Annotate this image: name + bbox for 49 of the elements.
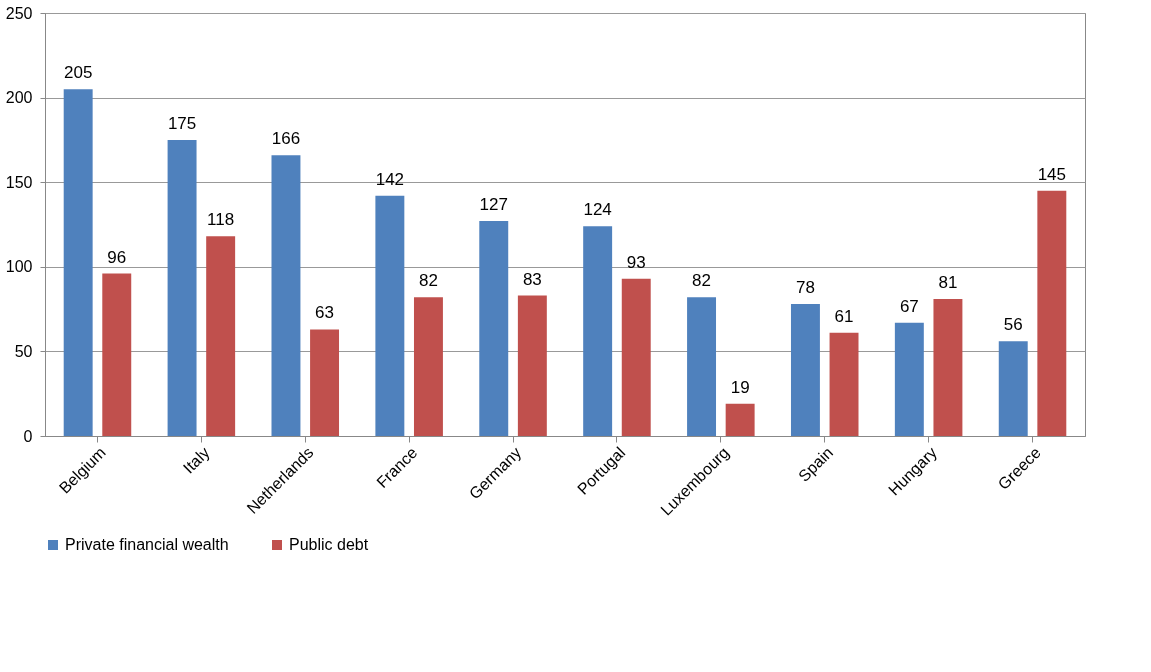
bar [271, 155, 301, 436]
data-label: 78 [795, 278, 815, 298]
data-label: 83 [522, 269, 542, 289]
bar [933, 298, 963, 436]
bar [790, 304, 820, 436]
data-label: 118 [207, 210, 235, 230]
bar [413, 297, 443, 436]
bar [894, 322, 924, 436]
bar [517, 295, 547, 436]
y-tick-label: 50 [14, 342, 33, 360]
bar [206, 236, 236, 436]
data-label: 61 [834, 306, 854, 326]
bar [621, 278, 651, 436]
data-label: 166 [271, 129, 301, 149]
bar [1037, 190, 1067, 436]
data-label: 82 [418, 271, 438, 291]
y-tick-label: 150 [5, 173, 33, 191]
data-label: 175 [167, 113, 197, 133]
legend-label: Private financial wealth [65, 536, 229, 553]
bar [725, 403, 755, 436]
y-tick-label: 250 [5, 4, 33, 22]
y-tick-label: 100 [5, 258, 33, 276]
legend-label: Public debt [289, 536, 369, 553]
bar [310, 329, 340, 436]
data-label: 67 [899, 296, 919, 316]
bar [829, 332, 859, 436]
bar [102, 273, 132, 436]
data-label: 56 [1003, 315, 1023, 335]
bar [583, 226, 613, 436]
x-tick-label: Italy [179, 443, 213, 477]
bar [63, 89, 93, 436]
data-label: 93 [626, 252, 646, 272]
y-tick-label: 0 [23, 427, 33, 445]
data-label: 142 [375, 169, 405, 189]
data-label: 81 [938, 272, 958, 292]
bar [167, 139, 197, 436]
data-label: 63 [315, 303, 335, 323]
data-label: 82 [692, 271, 712, 291]
bar [479, 221, 509, 436]
data-label: 96 [107, 247, 127, 267]
data-label: 205 [63, 63, 93, 83]
data-label: 124 [583, 200, 612, 220]
bar [998, 341, 1028, 436]
data-label: 127 [479, 195, 508, 215]
bar [687, 297, 717, 436]
bar [375, 195, 405, 436]
data-label: 19 [730, 377, 750, 397]
data-label: 145 [1037, 164, 1067, 184]
y-tick-label: 200 [5, 89, 33, 107]
